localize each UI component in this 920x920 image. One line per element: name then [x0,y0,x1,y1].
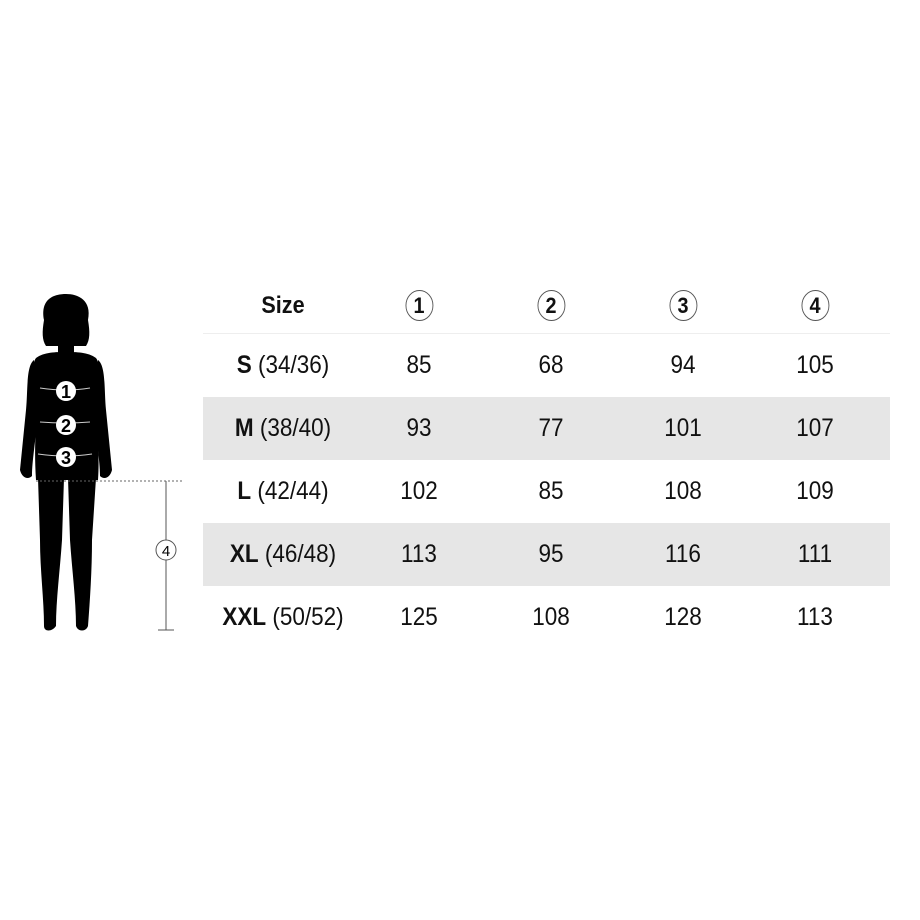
size-table: Size 1 2 3 4 S (34/36) 85 68 94 105 M (38/40)… [203,278,890,649]
measurement-cell: 95 [538,540,564,568]
table-row: S (34/36) 85 68 94 105 [203,334,890,397]
measurement-cell: 77 [538,414,564,442]
size-eu: (42/44) [257,477,329,505]
measurement-cell: 113 [797,603,833,631]
marker-1: 1 [61,382,71,402]
body-silhouette: 1 2 3 4 [20,294,184,631]
measurement-cell: 85 [406,351,432,379]
size-letter: L [237,477,252,505]
measurement-cell: 125 [400,603,438,631]
size-cell: XXL (50/52) [211,603,355,632]
measurement-cell: 105 [796,351,834,379]
measurement-cell: 68 [538,351,564,379]
size-letter: M [234,414,254,442]
table-header: Size 1 2 3 4 [203,278,890,334]
measurement-cell: 113 [401,540,437,568]
measurement-cell: 93 [406,414,432,442]
table-row: XL (46/48) 113 95 116 111 [203,523,890,586]
size-cell: S (34/36) [211,351,355,380]
marker-2: 2 [61,416,71,436]
measurement-cell: 111 [797,540,833,568]
table-row: L (42/44) 102 85 108 109 [203,460,890,523]
size-cell: M (38/40) [211,414,355,443]
column-header-2: 2 [537,290,565,321]
table-row: XXL (50/52) 125 108 128 113 [203,586,890,649]
size-letter: S [236,351,252,379]
column-header-4: 4 [801,290,829,321]
marker-3: 3 [61,448,71,468]
size-cell: XL (46/48) [211,540,355,569]
column-header-3: 3 [669,290,697,321]
table-row: M (38/40) 93 77 101 107 [203,397,890,460]
size-eu: (38/40) [259,414,332,442]
measurement-cell: 116 [665,540,701,568]
size-eu: (46/48) [264,540,337,568]
size-header: Size [261,291,305,319]
size-letter: XL [229,540,259,568]
size-eu: (50/52) [272,603,344,631]
measurement-cell: 101 [664,414,702,442]
size-letter: XXL [222,603,267,631]
size-cell: L (42/44) [211,477,355,506]
measurement-cell: 85 [538,477,564,505]
size-eu: (34/36) [257,351,330,379]
measurement-cell: 107 [796,414,834,442]
column-header-1: 1 [405,290,433,321]
measurement-cell: 128 [664,603,702,631]
measurement-cell: 108 [532,603,570,631]
marker-icons: 1 2 3 [56,381,76,468]
measurement-cell: 94 [670,351,696,379]
measurement-cell: 102 [400,477,438,505]
measurement-cell: 109 [796,477,834,505]
measurement-cell: 108 [664,477,702,505]
marker-4: 4 [162,543,170,560]
